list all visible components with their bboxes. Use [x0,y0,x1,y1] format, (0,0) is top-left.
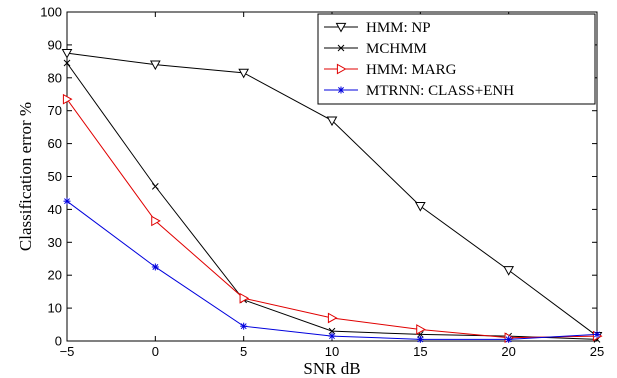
x-tick-label: −5 [60,344,75,359]
marker-triangle-down [61,49,73,59]
marker-asterisk [152,263,159,270]
marker-asterisk [64,198,70,205]
marker-x [328,327,336,335]
legend-label: HMM: NP [366,20,431,36]
marker-asterisk [594,331,600,338]
legend: HMM: NP MCHMM HMM: MARG MTRNN: CLASS+ENH [317,13,596,105]
marker-x [416,331,424,338]
marker-asterisk [417,336,424,343]
x-tick-label: 15 [413,344,427,359]
marker-triangle-down [326,116,338,127]
legend-entry: MCHMM [324,41,427,57]
marker-asterisk [338,87,344,93]
y-tick-label: 50 [48,169,62,184]
marker-triangle-right [416,324,426,335]
x-tick-label: 5 [240,344,247,359]
marker-triangle-down [149,60,161,71]
y-tick-label: 70 [48,103,62,118]
marker-asterisk [505,336,512,343]
y-tick-label: 60 [48,136,62,151]
y-tick-label: 90 [48,37,62,52]
y-tick-label: 80 [48,70,62,85]
marker-x [63,59,71,67]
legend-label: MCHMM [366,41,427,57]
x-tick-label: 0 [152,344,159,359]
marker-triangle-down [335,22,347,33]
marker-triangle-down [503,266,515,276]
series-layer [61,49,603,344]
y-axis-label: Classification error % [16,102,35,251]
marker-x [151,183,159,190]
legend-label: MTRNN: CLASS+ENH [366,83,514,99]
y-tick-label: 40 [48,202,62,217]
marker-triangle-right [327,312,338,324]
y-tick-label: 100 [40,5,62,20]
marker-asterisk [329,333,335,340]
y-tick-label: 20 [48,268,62,283]
series-line [66,98,598,339]
x-tick-label: 20 [501,344,515,359]
marker-triangle-right [62,93,73,105]
legend-entry: MTRNN: CLASS+ENH [324,83,514,99]
legend-entry: HMM: NP [324,20,431,36]
legend-label: HMM: MARG [366,62,457,78]
marker-triangle-right [336,63,347,75]
marker-triangle-down [414,202,426,212]
marker-asterisk [240,323,247,330]
x-tick-label: 10 [325,344,339,359]
x-tick-label: 25 [590,344,604,359]
marker-triangle-right [239,292,250,304]
y-tick-label: 10 [48,301,62,316]
marker-triangle-down [238,68,250,79]
series-hmm-marg [62,93,603,344]
legend-box [317,13,596,105]
series-mtrnn-class-enh [63,197,601,343]
y-tick-label: 30 [48,235,62,250]
x-axis-label: SNR dB [303,359,360,378]
marker-x [337,44,345,52]
marker-triangle-right [151,215,161,227]
legend-entry: HMM: MARG [324,62,457,78]
y-tick-label: 0 [55,334,62,349]
